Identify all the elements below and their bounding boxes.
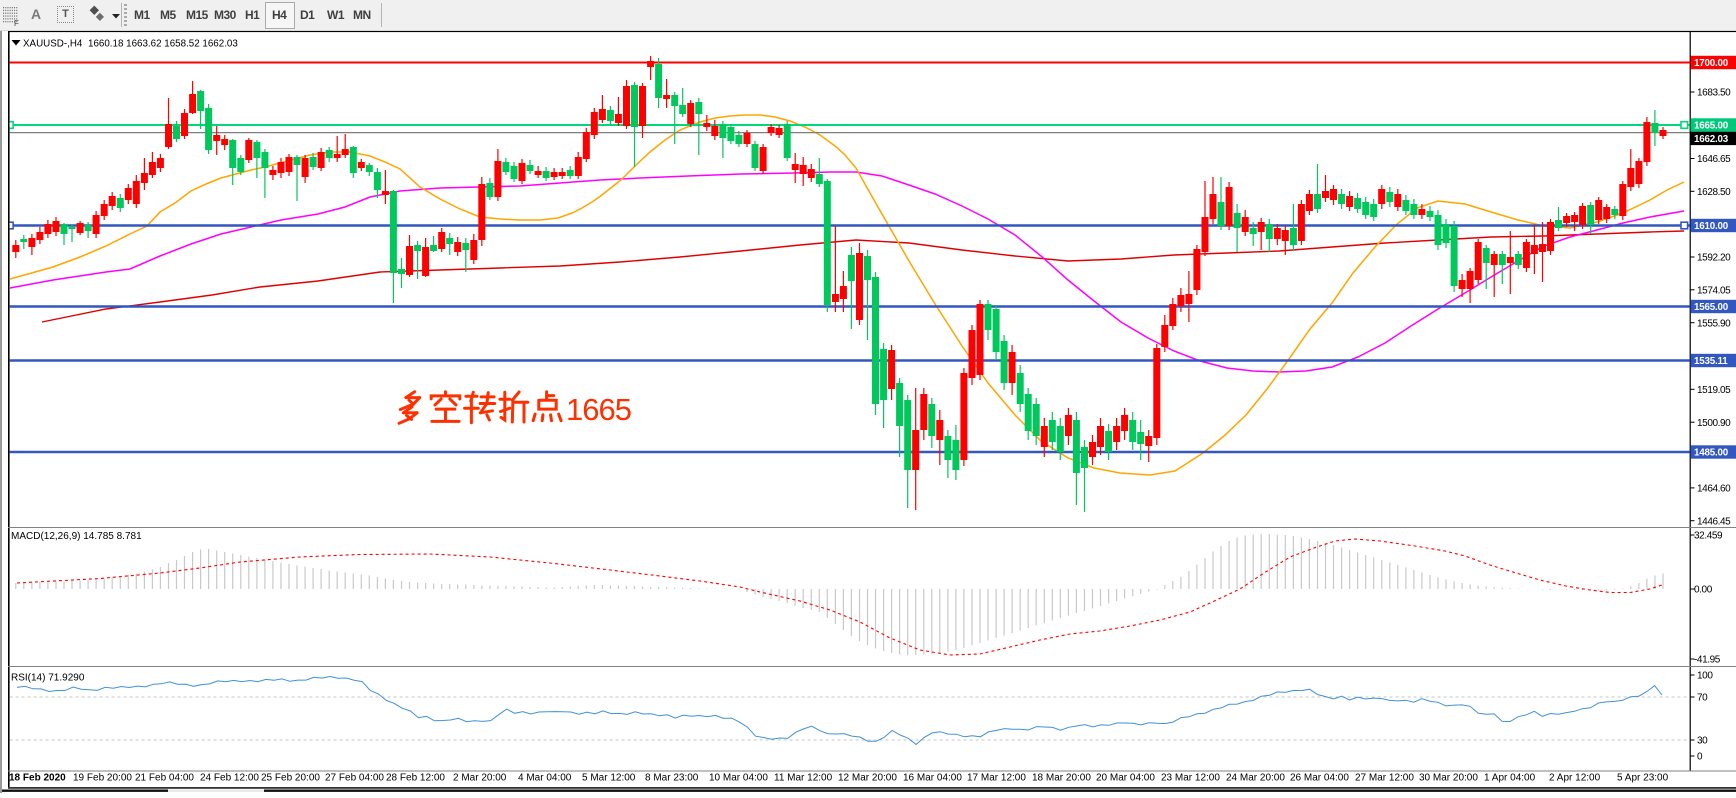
svg-text:24 Feb 12:00: 24 Feb 12:00 [200,773,259,784]
svg-text:100: 100 [1697,671,1713,682]
svg-text:30 Mar 20:00: 30 Mar 20:00 [1419,773,1478,784]
svg-text:F: F [14,19,19,28]
svg-text:1500.90: 1500.90 [1697,418,1731,429]
svg-text:-41.95: -41.95 [1694,655,1721,666]
svg-text:24 Mar 20:00: 24 Mar 20:00 [1226,773,1285,784]
svg-text:28 Feb 12:00: 28 Feb 12:00 [386,773,445,784]
svg-text:4 Mar 04:00: 4 Mar 04:00 [518,773,572,784]
svg-text:20 Mar 04:00: 20 Mar 04:00 [1096,773,1155,784]
svg-text:1646.65: 1646.65 [1697,154,1731,165]
svg-text:8 Mar 23:00: 8 Mar 23:00 [645,773,699,784]
svg-text:26 Mar 04:00: 26 Mar 04:00 [1290,773,1349,784]
svg-text:27 Feb 04:00: 27 Feb 04:00 [325,773,384,784]
svg-text:1574.05: 1574.05 [1697,285,1731,296]
svg-text:MACD(12,26,9) 14.785 8.781: MACD(12,26,9) 14.785 8.781 [11,531,142,542]
svg-text:1519.05: 1519.05 [1697,385,1731,396]
svg-text:18 Mar 20:00: 18 Mar 20:00 [1032,773,1091,784]
svg-text:11 Mar 12:00: 11 Mar 12:00 [774,773,833,784]
svg-text:17 Mar 12:00: 17 Mar 12:00 [967,773,1026,784]
svg-text:1555.90: 1555.90 [1697,318,1731,329]
svg-text:1610.00: 1610.00 [1694,221,1729,232]
svg-text:1 Apr 04:00: 1 Apr 04:00 [1484,773,1536,784]
svg-text:27 Mar 12:00: 27 Mar 12:00 [1355,773,1414,784]
svg-text:21 Feb 04:00: 21 Feb 04:00 [135,773,194,784]
svg-text:2 Apr 12:00: 2 Apr 12:00 [1549,773,1601,784]
svg-text:19 Feb 20:00: 19 Feb 20:00 [73,773,132,784]
svg-text:1665: 1665 [566,392,631,427]
svg-text:1535.11: 1535.11 [1694,356,1728,367]
svg-text:5 Mar 12:00: 5 Mar 12:00 [582,773,636,784]
svg-text:10 Mar 04:00: 10 Mar 04:00 [709,773,768,784]
svg-text:1662.03: 1662.03 [1694,134,1729,145]
svg-text:18 Feb 2020: 18 Feb 2020 [9,773,66,784]
svg-text:1628.50: 1628.50 [1697,187,1731,198]
svg-text:1700.00: 1700.00 [1694,58,1729,69]
svg-text:RSI(14) 71.9290: RSI(14) 71.9290 [11,673,85,684]
svg-text:1660.18 1663.62 1658.52 1662.0: 1660.18 1663.62 1658.52 1662.03 [88,39,238,50]
svg-text:1485.00: 1485.00 [1694,448,1729,459]
svg-text:XAUUSD-,H4: XAUUSD-,H4 [23,39,83,50]
svg-text:23 Mar 12:00: 23 Mar 12:00 [1161,773,1220,784]
svg-text:32.459: 32.459 [1694,531,1723,542]
svg-text:16 Mar 04:00: 16 Mar 04:00 [903,773,962,784]
svg-text:12 Mar 20:00: 12 Mar 20:00 [838,773,897,784]
svg-text:30: 30 [1697,736,1708,747]
svg-text:1464.60: 1464.60 [1697,484,1731,495]
svg-text:1565.00: 1565.00 [1694,302,1729,313]
svg-text:1592.20: 1592.20 [1697,253,1731,264]
svg-text:1665.00: 1665.00 [1694,121,1729,132]
svg-text:0.00: 0.00 [1694,585,1713,596]
svg-text:5 Apr 23:00: 5 Apr 23:00 [1617,773,1669,784]
svg-text:70: 70 [1697,693,1708,704]
svg-text:0: 0 [1697,752,1703,763]
svg-text:1683.50: 1683.50 [1697,88,1731,99]
svg-text:1446.45: 1446.45 [1697,516,1731,527]
svg-text:2 Mar 20:00: 2 Mar 20:00 [453,773,507,784]
svg-text:25 Feb 20:00: 25 Feb 20:00 [261,773,320,784]
